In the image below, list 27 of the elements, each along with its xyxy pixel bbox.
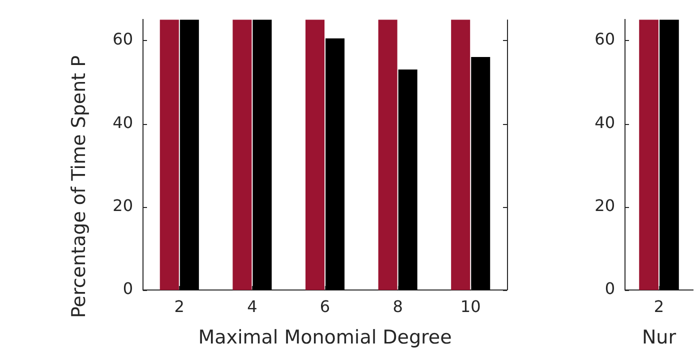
y-tick-label: 0 bbox=[122, 279, 133, 298]
y-tick-label: 20 bbox=[112, 196, 133, 215]
y-tick-label: 60 bbox=[112, 30, 133, 49]
y-tick-label: 60 bbox=[594, 30, 615, 49]
bar bbox=[305, 20, 324, 290]
y-axis-title: Percentage of Time Spent P bbox=[68, 55, 90, 318]
bar bbox=[451, 20, 470, 290]
y-tick-label: 20 bbox=[594, 196, 615, 215]
bar bbox=[398, 70, 418, 290]
x-tick-label: 8 bbox=[392, 296, 403, 316]
x-tick-label: 6 bbox=[320, 296, 330, 316]
bar bbox=[378, 20, 398, 290]
x-tick-label: 2 bbox=[174, 296, 184, 316]
bar bbox=[180, 20, 199, 290]
y-tick-label: 40 bbox=[594, 112, 615, 132]
x-tick-label: 10 bbox=[460, 296, 481, 316]
x-axis-title: Maximal Monomial Degree bbox=[198, 326, 452, 349]
bar bbox=[160, 20, 179, 290]
bar bbox=[326, 38, 345, 290]
y-tick-label: 40 bbox=[112, 112, 133, 132]
x-axis-title: Nur bbox=[642, 326, 676, 349]
bar bbox=[232, 20, 252, 290]
x-tick-label: 4 bbox=[247, 296, 258, 316]
bar bbox=[252, 20, 272, 290]
x-tick-label: 2 bbox=[654, 296, 664, 316]
y-tick-label: 0 bbox=[604, 279, 615, 298]
bar bbox=[471, 57, 490, 290]
